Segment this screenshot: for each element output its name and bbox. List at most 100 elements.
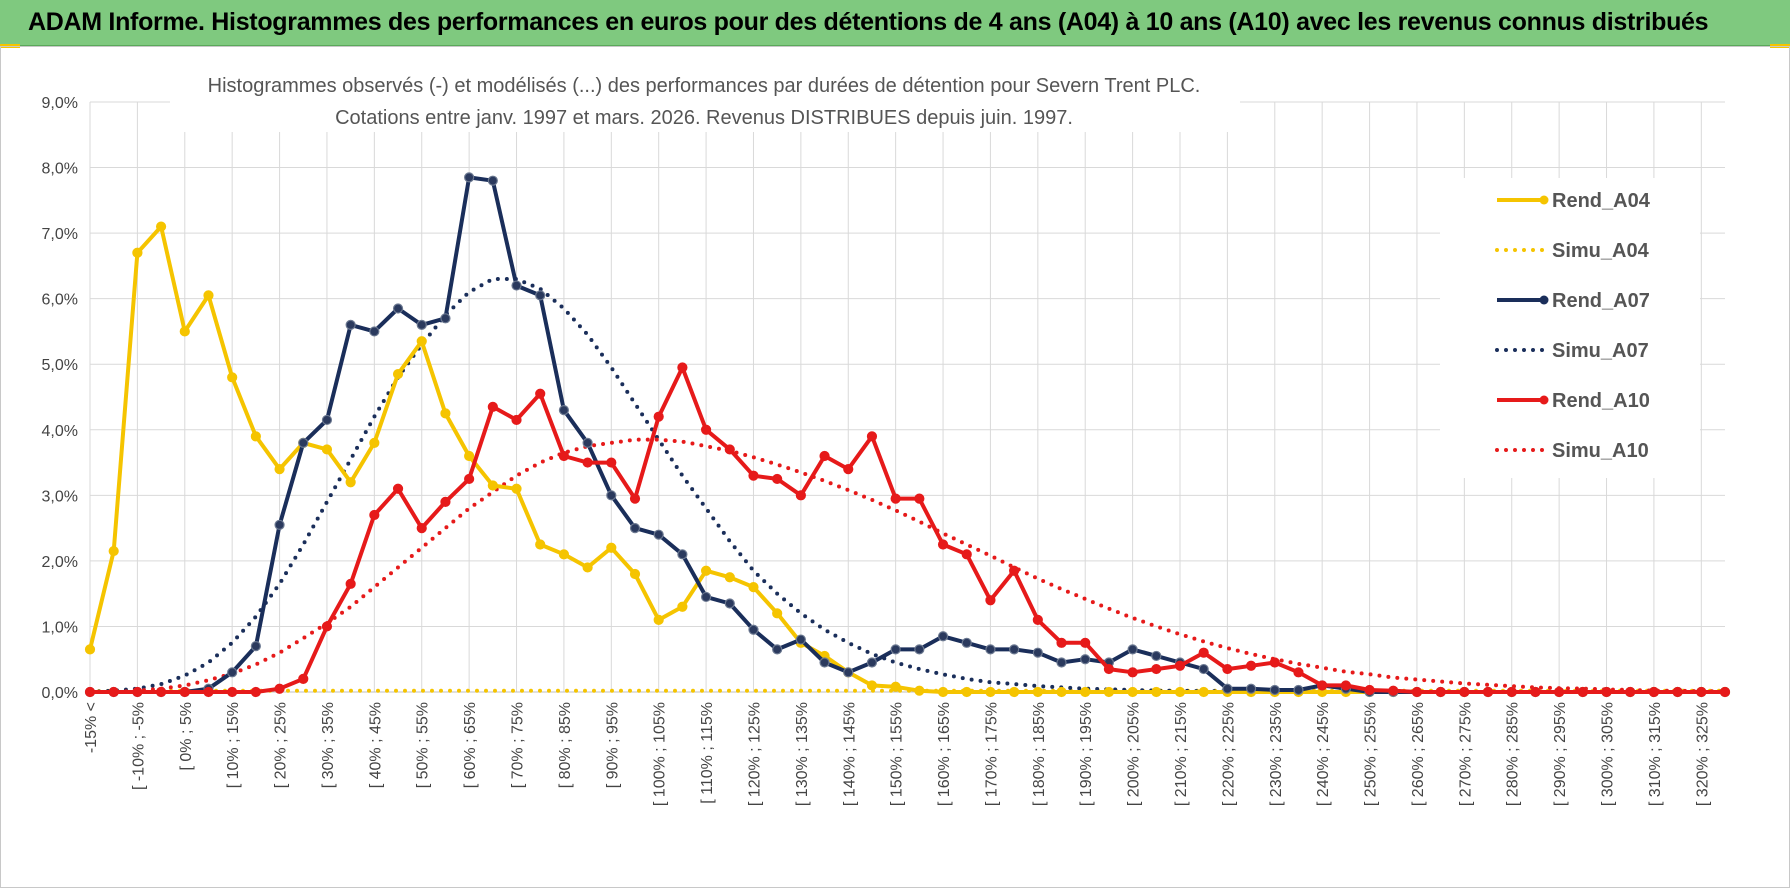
y-tick-label: 9,0%: [42, 95, 78, 112]
point-rend-a04: [724, 572, 735, 583]
point-rend-a04: [179, 326, 190, 337]
point-rend-a04: [227, 372, 238, 383]
point-rend-a10: [1198, 647, 1209, 658]
point-rend-a10: [1388, 685, 1399, 696]
title-background: [170, 68, 1240, 132]
point-rend-a10: [1719, 686, 1731, 698]
point-rend-a07: [1269, 684, 1280, 696]
point-rend-a10: [274, 683, 285, 694]
point-rend-a07: [937, 631, 949, 642]
point-rend-a10: [1245, 660, 1257, 671]
x-tick-label: [ 280% ; 285%: [1505, 702, 1522, 806]
point-rend-a04: [700, 565, 712, 576]
point-rend-a10: [487, 401, 498, 412]
point-rend-a10: [772, 473, 783, 485]
legend-label-simu-a07: Simu_A07: [1552, 340, 1649, 362]
x-tick-label: [ 230% ; 235%: [1268, 702, 1285, 806]
y-tick-label: 2,0%: [42, 554, 78, 571]
point-rend-a07: [392, 303, 404, 314]
point-rend-a04: [1080, 686, 1091, 698]
point-rend-a10: [203, 686, 214, 698]
point-rend-a04: [132, 247, 143, 258]
point-rend-a07: [440, 313, 451, 324]
point-rend-a10: [369, 509, 380, 521]
point-rend-a07: [1245, 683, 1257, 694]
legend-marker-rend-a04: [1539, 195, 1549, 205]
point-rend-a07: [582, 437, 593, 448]
legend-label-rend-a07: Rend_A07: [1552, 290, 1650, 312]
x-tick-label: [ 130% ; 135%: [794, 702, 811, 806]
point-rend-a04: [464, 450, 475, 462]
point-rend-a04: [606, 542, 617, 553]
x-tick-label: [ 50% ; 55%: [415, 702, 432, 788]
point-rend-a10: [1601, 686, 1612, 698]
point-rend-a10: [582, 457, 593, 468]
point-rend-a10: [1577, 686, 1588, 698]
legend-label-simu-a10: Simu_A10: [1552, 440, 1649, 462]
x-tick-label: [ 140% ; 145%: [841, 702, 858, 806]
point-rend-a10: [392, 483, 404, 494]
point-rend-a10: [84, 686, 96, 698]
page-title: ADAM Informe. Histogrammes des performan…: [28, 8, 1709, 36]
point-rend-a10: [1672, 686, 1683, 698]
point-rend-a10: [1317, 680, 1328, 691]
x-tick-label: [ 110% ; 115%: [699, 702, 716, 804]
point-rend-a07: [653, 529, 664, 540]
y-tick-label: 5,0%: [42, 357, 78, 374]
y-tick-label: 3,0%: [42, 488, 78, 505]
point-rend-a10: [227, 686, 238, 698]
point-rend-a04: [1009, 686, 1020, 698]
point-rend-a10: [1009, 565, 1020, 576]
point-rend-a10: [179, 686, 190, 698]
point-rend-a04: [321, 444, 333, 455]
x-tick-label: [ 120% ; 125%: [746, 702, 763, 806]
x-tick-label: [ 60% ; 65%: [462, 702, 479, 788]
point-rend-a04: [274, 464, 285, 475]
point-rend-a10: [795, 490, 806, 501]
point-rend-a04: [653, 614, 664, 625]
point-rend-a10: [108, 686, 119, 698]
legend-label-rend-a10: Rend_A10: [1552, 390, 1650, 412]
point-rend-a10: [535, 388, 546, 399]
point-rend-a10: [653, 411, 664, 422]
point-rend-a10: [1127, 667, 1138, 678]
x-tick-label: [ 190% ; 195%: [1078, 702, 1095, 806]
point-rend-a04: [961, 686, 972, 698]
point-rend-a10: [1222, 663, 1233, 675]
point-rend-a07: [1080, 654, 1091, 665]
point-rend-a10: [321, 621, 333, 632]
x-tick-label: [ 0% ; 5%: [178, 702, 195, 770]
x-tick-label: [ 90% ; 95%: [604, 702, 621, 788]
point-rend-a07: [1056, 657, 1067, 668]
point-rend-a10: [1364, 684, 1375, 696]
point-rend-a04: [1198, 686, 1209, 698]
point-rend-a04: [155, 221, 167, 232]
point-rend-a04: [1151, 686, 1162, 698]
point-rend-a07: [890, 644, 901, 655]
point-rend-a10: [1459, 686, 1470, 698]
x-tick-label: [ 300% ; 305%: [1600, 702, 1617, 806]
point-rend-a07: [914, 644, 925, 655]
point-rend-a04: [582, 562, 593, 573]
point-rend-a07: [843, 667, 854, 678]
y-tick-label: 7,0%: [42, 226, 78, 243]
point-rend-a10: [748, 470, 759, 481]
x-tick-label: [ 310% ; 315%: [1647, 702, 1664, 806]
x-tick-label: [ 320% ; 325%: [1694, 702, 1711, 806]
x-tick-label: [ -10% ; -5%: [130, 702, 147, 790]
point-rend-a10: [700, 424, 712, 435]
point-rend-a04: [392, 368, 404, 380]
point-rend-a10: [1482, 686, 1494, 698]
legend-label-rend-a04: Rend_A04: [1552, 190, 1651, 212]
point-rend-a10: [1530, 686, 1541, 698]
point-rend-a10: [132, 686, 143, 698]
point-rend-a04: [890, 681, 901, 692]
x-tick-label: [ 70% ; 75%: [510, 702, 527, 788]
point-rend-a04: [108, 545, 119, 557]
series-group: [84, 172, 1731, 698]
point-rend-a04: [1032, 686, 1043, 698]
point-rend-a04: [1103, 686, 1115, 698]
point-rend-a04: [629, 568, 641, 580]
point-rend-a04: [1056, 686, 1067, 698]
